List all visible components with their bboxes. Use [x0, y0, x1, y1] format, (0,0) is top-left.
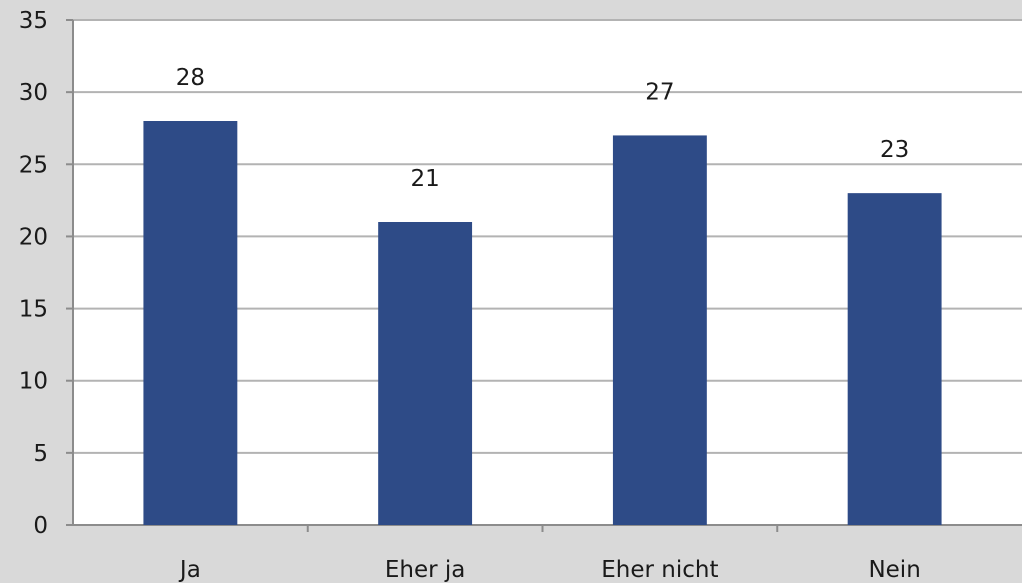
x-tick-label: Nein	[868, 557, 920, 583]
data-label: 21	[410, 166, 439, 192]
bars	[143, 121, 942, 525]
y-tick-label: 30	[19, 80, 48, 106]
y-tick-label: 35	[19, 8, 48, 34]
y-tick-label: 5	[33, 441, 48, 467]
y-tick-label: 0	[33, 513, 48, 539]
y-tick-label: 20	[19, 224, 48, 250]
y-tick-label: 25	[19, 152, 48, 178]
labels: 0 5 10 15 20 25 30 35 28 Ja 21 Eher ja 27 Eher nicht 2…	[19, 8, 921, 583]
bar	[612, 135, 707, 525]
data-label: 27	[645, 79, 674, 105]
x-tick-label: Ja	[178, 557, 201, 583]
bar	[378, 222, 473, 525]
data-label: 23	[880, 137, 909, 163]
y-tick-label: 15	[19, 297, 48, 323]
y-tick-label: 10	[19, 369, 48, 395]
x-tick-label: Eher nicht	[601, 557, 718, 583]
bar	[847, 193, 942, 525]
x-tick-label: Eher ja	[385, 557, 466, 583]
data-label: 28	[176, 65, 205, 91]
bar	[143, 121, 238, 525]
